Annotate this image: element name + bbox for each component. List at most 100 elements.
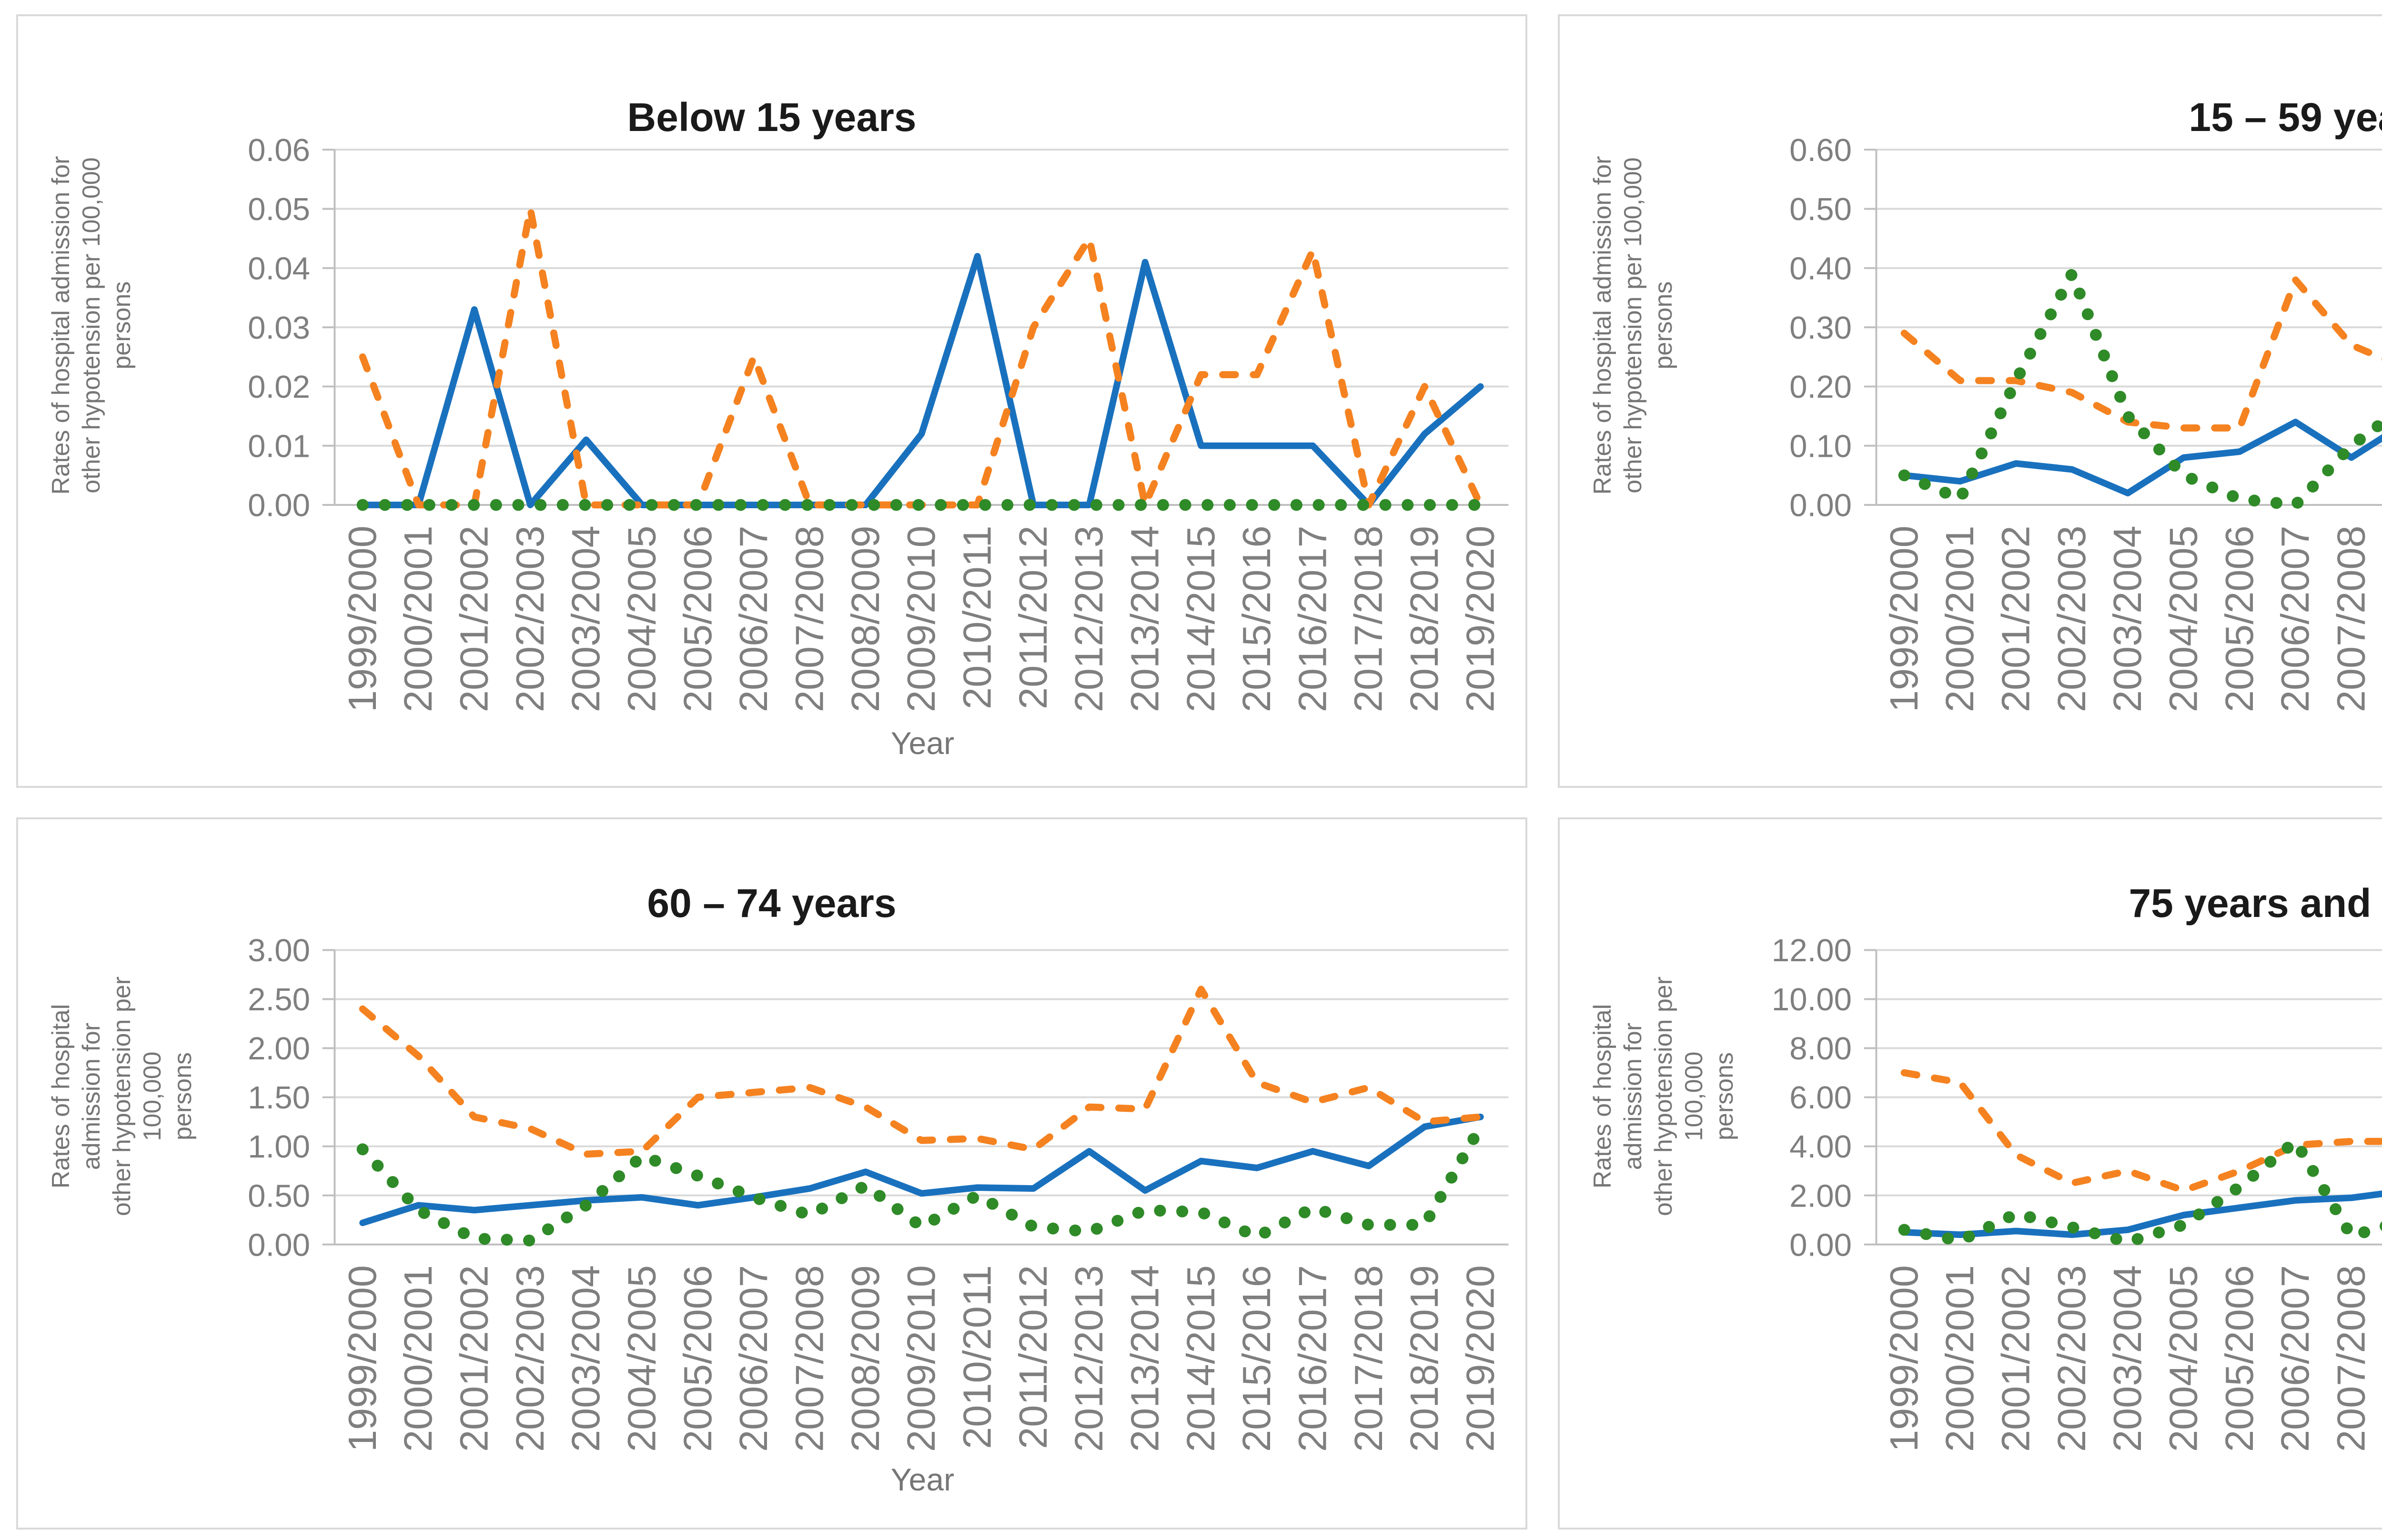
y-tick-label: 2.50 — [248, 982, 310, 1017]
x-category-label: 2004/2005 — [2161, 525, 2205, 712]
x-category-label: 2017/2018 — [1346, 1265, 1391, 1452]
y-tick-label: 0.10 — [1789, 428, 1852, 464]
x-axis-title: Year — [890, 1462, 955, 1497]
y-tick-label: 0.40 — [1789, 251, 1852, 287]
series-line-dashed-orange — [1900, 1069, 2382, 1194]
x-category-label: 2017/2018 — [1346, 525, 1391, 712]
x-category-label: 2010/2011 — [955, 1265, 999, 1449]
chart-title: 15 – 59 years — [2189, 94, 2382, 140]
series-line-dotted-green — [1898, 268, 2382, 511]
y-tick-label: 12.00 — [1772, 933, 1852, 968]
y-tick-label: 0.04 — [248, 251, 310, 287]
x-category-label: 1999/2000 — [1882, 1265, 1926, 1452]
x-category-label: 2006/2007 — [731, 1265, 776, 1452]
x-category-label: 2007/2008 — [2329, 1265, 2373, 1452]
y-tick-label: 0.50 — [1789, 191, 1852, 227]
y-tick-label: 2.00 — [1789, 1178, 1852, 1214]
series-line-solid-blue — [359, 253, 1484, 508]
y-tick-label: 0.20 — [1789, 369, 1852, 405]
x-category-label: 2006/2007 — [2273, 1265, 2317, 1452]
chart-title: Below 15 years — [627, 94, 917, 140]
x-category-label: 2006/2007 — [731, 525, 776, 712]
y-tick-label: 2.00 — [248, 1031, 310, 1067]
y-tick-label: 0.00 — [248, 1227, 310, 1263]
chart-panel-75-years-and-above: 75 years and above Rates of hospital adm… — [1558, 817, 2382, 1530]
x-category-label: 2004/2005 — [619, 1265, 664, 1452]
chart-panel-below-15-years: Below 15 years Rates of hospital admissi… — [16, 14, 1527, 788]
x-category-label: 2005/2006 — [676, 525, 720, 712]
x-axis-title: Year — [1876, 725, 2382, 761]
x-axis-title: Year — [1876, 1461, 2382, 1498]
x-category-label: 2009/2010 — [899, 1265, 943, 1452]
y-tick-label: 0.00 — [1789, 1227, 1852, 1263]
y-tick-label: 0.02 — [248, 369, 310, 405]
series-line-solid-blue — [359, 1113, 1484, 1227]
x-category-label: 2002/2003 — [2049, 1265, 2094, 1452]
x-category-label: 2006/2007 — [2273, 525, 2317, 712]
series-line-dashed-orange — [359, 205, 1484, 509]
x-category-label: 2000/2001 — [1938, 525, 1982, 712]
y-tick-label: 3.00 — [248, 933, 310, 968]
y-tick-label: 4.00 — [1789, 1129, 1852, 1165]
x-category-label: 2018/2019 — [1402, 1265, 1446, 1452]
y-tick-label: 6.00 — [1789, 1080, 1852, 1116]
y-tick-label: 10.00 — [1772, 982, 1852, 1017]
x-category-label: 2002/2003 — [508, 525, 552, 712]
y-tick-label: 0.05 — [248, 191, 310, 227]
x-category-label: 2000/2001 — [396, 1265, 440, 1452]
series-line-dashed-orange — [359, 986, 1484, 1158]
x-category-label: 2008/2009 — [843, 525, 888, 712]
x-category-label: 2009/2010 — [899, 525, 943, 712]
x-category-label: 2013/2014 — [1122, 1265, 1167, 1452]
x-category-label: 2001/2002 — [1993, 525, 2038, 712]
series-line-dotted-green — [356, 1120, 1487, 1247]
plot-area: 0.06 0.05 0.04 0.03 0.02 0.01 0.00 1999/2000 200… — [248, 132, 1509, 712]
x-category-label: 1999/2000 — [1882, 525, 1926, 712]
plot-area: 0.60 0.50 0.40 0.30 0.20 0.10 0.00 1999/2000 200… — [1789, 132, 2382, 712]
x-category-label: 2016/2017 — [1290, 525, 1334, 712]
y-tick-label: 8.00 — [1789, 1031, 1852, 1067]
x-category-label: 2019/2020 — [1458, 525, 1502, 712]
x-category-label: 2010/2011 — [955, 525, 999, 709]
y-tick-label: 0.00 — [1789, 488, 1852, 523]
series-line-dotted-green — [1898, 1135, 2382, 1248]
y-tick-label: 0.06 — [248, 132, 310, 168]
y-tick-label: 0.01 — [248, 428, 310, 464]
x-category-label: 2005/2006 — [2217, 525, 2261, 712]
x-category-label: 2001/2002 — [452, 1265, 496, 1452]
x-category-label: 2002/2003 — [2049, 525, 2094, 712]
y-tick-label: 0.30 — [1789, 310, 1852, 346]
x-axis-title: Year — [890, 725, 955, 761]
chart-panel-60-74-years: 60 – 74 years Rates of hospital admissio… — [16, 817, 1527, 1530]
x-category-label: 2016/2017 — [1290, 1265, 1334, 1452]
x-category-label: 2001/2002 — [452, 525, 496, 712]
y-tick-label: 1.50 — [248, 1080, 310, 1116]
chart-title: 60 – 74 years — [647, 880, 897, 926]
x-category-label: 2005/2006 — [676, 1265, 720, 1452]
x-category-label: 1999/2000 — [340, 1265, 384, 1452]
y-tick-label: 1.00 — [248, 1129, 310, 1165]
x-category-label: 2013/2014 — [1122, 525, 1167, 712]
x-category-label: 2011/2012 — [1011, 1265, 1055, 1449]
plot-area: 3.00 2.50 2.00 1.50 1.00 0.50 0.00 1999/2000 200… — [248, 933, 1509, 1452]
y-tick-label: 0.50 — [248, 1178, 310, 1214]
x-category-label: 2003/2004 — [2105, 525, 2150, 712]
x-category-label: 2015/2016 — [1234, 1265, 1279, 1452]
x-category-label: 2019/2020 — [1458, 1265, 1502, 1452]
x-category-label: 2014/2015 — [1179, 525, 1223, 712]
x-category-label: 2007/2008 — [787, 525, 831, 712]
plot-area: 12.00 10.00 8.00 6.00 4.00 2.00 0.00 1999/2000 2… — [1772, 933, 2382, 1452]
x-category-label: 2018/2019 — [1402, 525, 1446, 712]
y-tick-label: 0.00 — [248, 488, 310, 523]
x-category-label: 2014/2015 — [1179, 1265, 1223, 1452]
x-category-label: 2000/2001 — [396, 525, 440, 712]
x-category-label: 1999/2000 — [340, 525, 384, 712]
series-line-solid-blue — [1901, 419, 2382, 497]
x-category-label: 2000/2001 — [1938, 1265, 1982, 1452]
y-tick-label: 0.03 — [248, 310, 310, 346]
x-category-label: 2005/2006 — [2217, 1265, 2261, 1452]
x-category-label: 2004/2005 — [2161, 1265, 2205, 1452]
chart-title: 75 years and above — [2129, 880, 2372, 926]
x-category-label: 2008/2009 — [843, 1265, 888, 1452]
x-category-label: 2007/2008 — [787, 1265, 831, 1452]
